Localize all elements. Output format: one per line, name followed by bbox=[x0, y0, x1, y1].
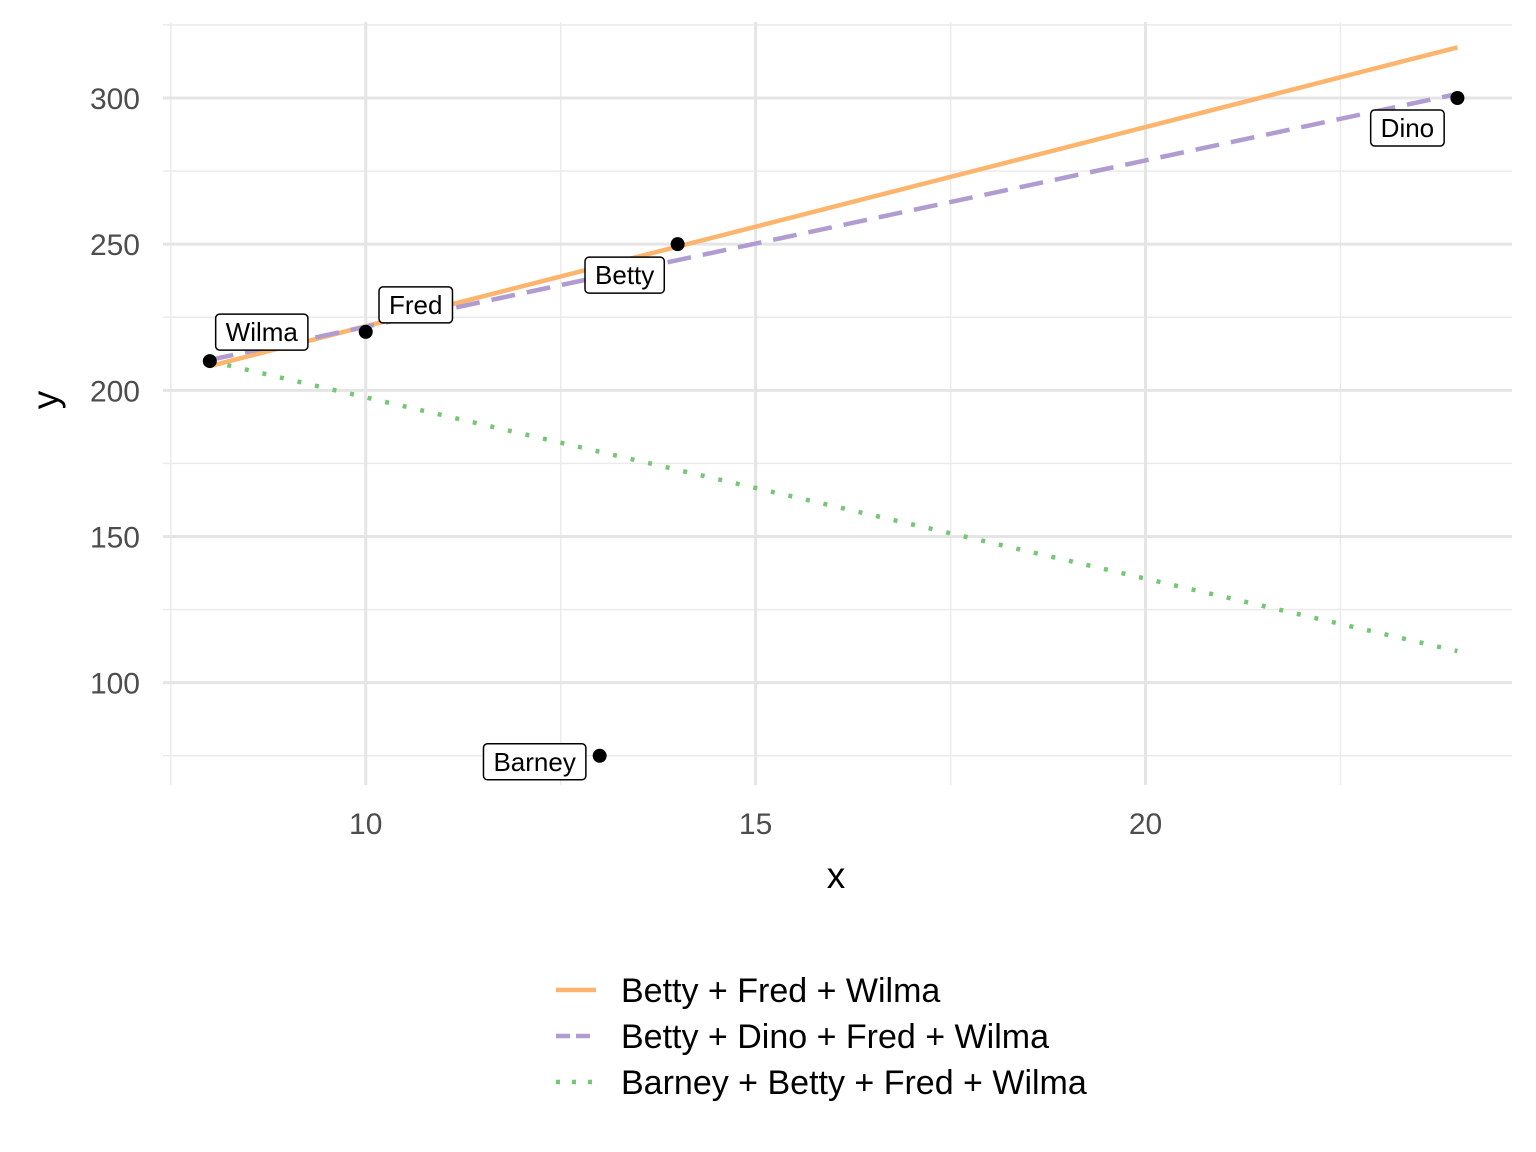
point-label-box bbox=[1369, 109, 1445, 147]
point-label-text: Fred bbox=[389, 290, 442, 320]
legend-label: Betty + Fred + Wilma bbox=[621, 972, 940, 1010]
major-gridlines bbox=[163, 22, 1512, 785]
x-tick-labels: 10 15 20 bbox=[349, 808, 1162, 841]
legend-label: Barney + Betty + Fred + Wilma bbox=[621, 1064, 1087, 1102]
point-barney bbox=[592, 748, 607, 763]
point-label-text: Wilma bbox=[226, 317, 299, 347]
point-label-fred: Fred bbox=[378, 286, 454, 324]
fit-lines bbox=[209, 45, 1458, 654]
x-tick-label: 20 bbox=[1129, 808, 1162, 841]
point-label-barney: Barney bbox=[482, 743, 587, 781]
point-label-box bbox=[482, 743, 587, 781]
point-dino bbox=[1450, 91, 1465, 106]
legend-item-3: Barney + Betty + Fred + Wilma bbox=[556, 1064, 1087, 1102]
point-betty bbox=[670, 237, 685, 252]
y-tick-label: 100 bbox=[90, 668, 140, 701]
legend-item-1: Betty + Fred + Wilma bbox=[556, 972, 940, 1010]
point-label-text: Betty bbox=[595, 260, 654, 290]
legend-label: Betty + Dino + Fred + Wilma bbox=[621, 1018, 1049, 1056]
point-label-wilma: Wilma bbox=[214, 313, 309, 351]
point-labels: Wilma Fred Barney Betty Dino bbox=[214, 109, 1445, 781]
data-points bbox=[202, 91, 1465, 763]
x-tick-label: 15 bbox=[739, 808, 772, 841]
legend: Betty + Fred + Wilma Betty + Dino + Fred … bbox=[556, 972, 1087, 1102]
point-label-text: Barney bbox=[493, 747, 575, 777]
y-tick-label: 150 bbox=[90, 522, 140, 555]
x-tick-label: 10 bbox=[349, 808, 382, 841]
point-label-dino: Dino bbox=[1369, 109, 1445, 147]
series-line-2 bbox=[209, 91, 1458, 363]
y-tick-labels: 100 150 200 250 300 bbox=[90, 83, 140, 701]
y-axis-title: y bbox=[25, 390, 66, 409]
y-tick-label: 200 bbox=[90, 375, 140, 408]
point-fred bbox=[358, 324, 373, 339]
series-line-3 bbox=[209, 358, 1458, 654]
point-label-text: Dino bbox=[1381, 113, 1434, 143]
point-wilma bbox=[202, 354, 217, 369]
point-label-betty: Betty bbox=[584, 256, 666, 294]
point-label-box bbox=[584, 256, 666, 294]
legend-item-2: Betty + Dino + Fred + Wilma bbox=[556, 1018, 1049, 1056]
y-tick-label: 250 bbox=[90, 229, 140, 262]
point-label-box bbox=[378, 286, 454, 324]
minor-gridlines bbox=[163, 22, 1512, 785]
x-axis-title: x bbox=[827, 855, 846, 896]
y-tick-label: 300 bbox=[90, 83, 140, 116]
point-label-box bbox=[214, 313, 309, 351]
